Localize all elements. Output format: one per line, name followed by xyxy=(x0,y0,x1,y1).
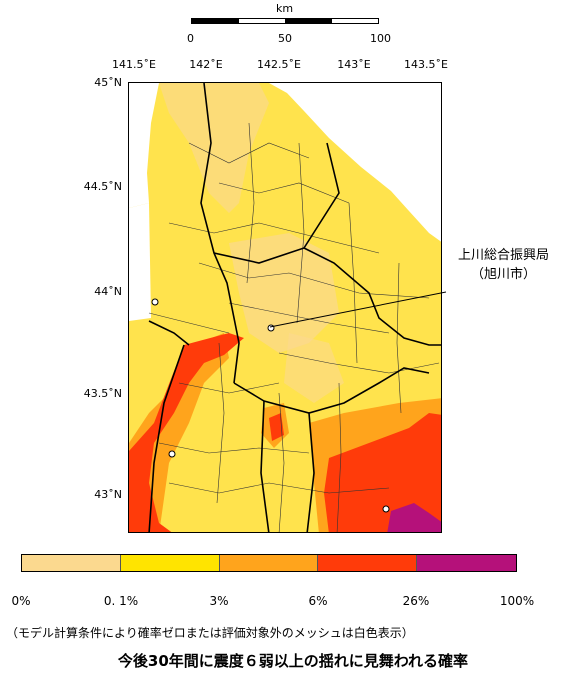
scale-bar-unit: km xyxy=(276,2,294,15)
hazard-map-svg xyxy=(129,83,441,532)
sea-northeast xyxy=(269,83,441,242)
note-text: （モデル計算条件により確率ゼロまたは評価対象外のメッシュは白色表示） xyxy=(6,626,414,640)
legend-swatch-2 xyxy=(219,555,319,571)
lon-label-142-5: 142.5˚E xyxy=(257,58,301,71)
mid-zone-southwest xyxy=(129,333,229,532)
lat-label-44-5: 44.5˚N xyxy=(83,180,122,193)
legend-tick-3: 6% xyxy=(308,594,328,608)
sea-west xyxy=(129,203,151,321)
legend-tick-1: 0. 1% xyxy=(103,594,139,608)
city-marker-southwest xyxy=(168,450,176,458)
legend-swatch-4 xyxy=(417,555,516,571)
legend-swatch-1 xyxy=(120,555,220,571)
lon-label-143-5: 143.5˚E xyxy=(404,58,448,71)
legend-bar xyxy=(21,554,517,572)
high-zone-southeast xyxy=(324,413,441,532)
sea-northwest xyxy=(129,83,159,208)
callout-line1: 上川総合振興局 xyxy=(458,248,550,263)
scale-tick-50: 50 xyxy=(278,32,292,45)
legend-tick-0: 0% xyxy=(11,594,31,608)
high-zone-central xyxy=(269,413,284,441)
legend-swatch-3 xyxy=(318,555,418,571)
high-zone-southwest xyxy=(129,333,244,532)
lon-label-143: 143˚E xyxy=(337,58,371,71)
legend-tick-5: 100% xyxy=(499,594,535,608)
hazard-map xyxy=(128,82,442,533)
city-marker-west xyxy=(151,298,159,306)
lat-label-45: 45˚N xyxy=(94,76,122,89)
callout-label: 上川総合振興局 （旭川市） xyxy=(458,246,549,284)
scale-tick-0: 0 xyxy=(187,32,194,45)
legend-swatch-0 xyxy=(22,555,121,571)
low-zone-south-central xyxy=(284,333,344,403)
callout-line2: （旭川市） xyxy=(471,267,537,282)
lon-label-142: 142˚E xyxy=(189,58,223,71)
city-marker-southeast xyxy=(382,505,390,513)
subprefecture-boundaries xyxy=(148,83,441,532)
lat-label-43: 43˚N xyxy=(94,488,122,501)
low-zone-north xyxy=(159,83,269,213)
scale-tick-100: 100 xyxy=(370,32,391,45)
lat-label-44: 44˚N xyxy=(94,285,122,298)
lat-label-43-5: 43.5˚N xyxy=(83,387,122,400)
legend-tick-2: 3% xyxy=(209,594,229,608)
legend-tick-4: 26% xyxy=(402,594,430,608)
scale-bar xyxy=(191,18,379,24)
very-high-zone xyxy=(387,503,441,532)
map-title: 今後30年間に震度６弱以上の揺れに見舞われる確率 xyxy=(117,652,469,670)
lon-label-141-5: 141.5˚E xyxy=(112,58,156,71)
